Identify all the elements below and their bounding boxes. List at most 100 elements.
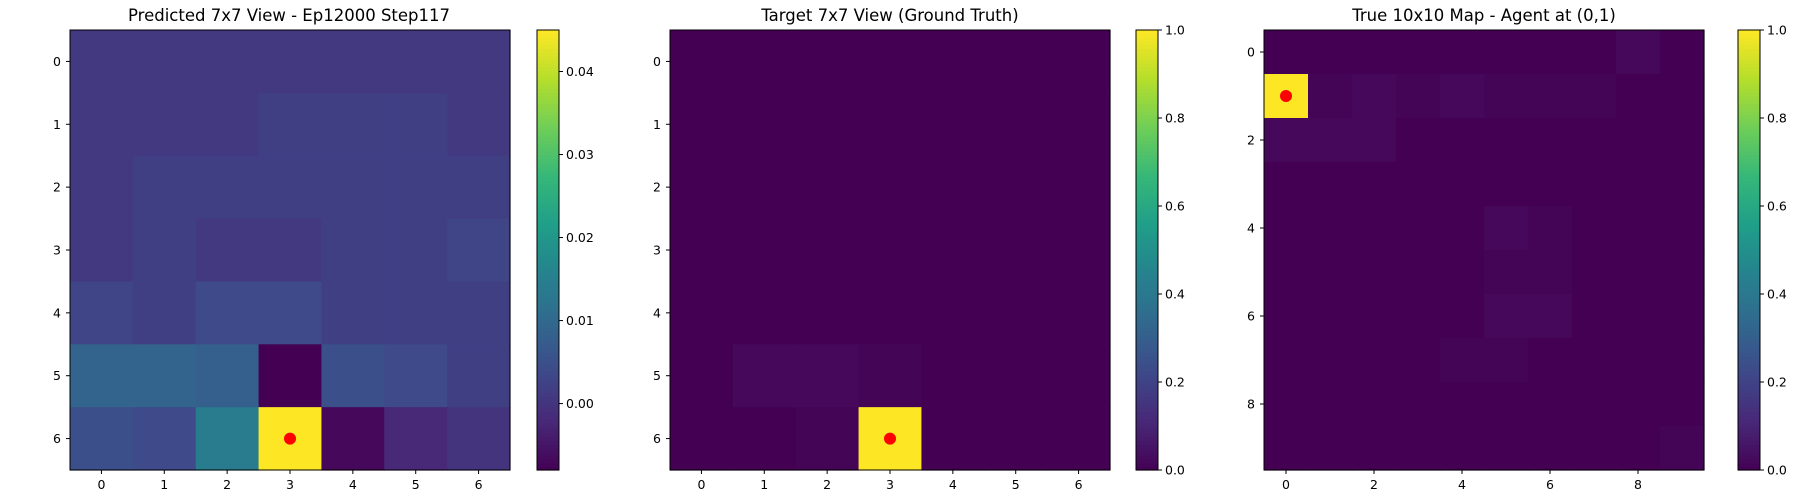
colorbar-band [1136,162,1158,167]
heatmap-cell [795,30,860,94]
heatmap-cell [670,30,734,94]
colorbar-band [1738,327,1760,332]
y-tick-label: 6 [1247,309,1255,324]
colorbar-tick-label: 0.2 [1165,375,1185,390]
heatmap-cell [258,218,323,283]
colorbar-band [537,330,559,335]
heatmap-cell [984,281,1048,345]
colorbar-band [1738,319,1760,324]
colorbar-band [1136,257,1158,262]
colorbar-band [1738,459,1760,464]
heatmap-cell [1528,338,1573,383]
heatmap-cell [258,155,323,220]
heatmap-cell [1528,118,1573,163]
colorbar-band [1136,96,1158,101]
colorbar-band [537,268,559,273]
colorbar-band [1136,437,1158,442]
colorbar-band [1738,422,1760,427]
colorbar-tick-label: 0.2 [1767,375,1787,390]
colorbar-band [1738,308,1760,313]
colorbar: 0.04 0.03 0.02 0.01 0.00 [536,29,594,471]
colorbar-band [1136,169,1158,174]
colorbar-band [1136,231,1158,236]
heatmap-cell [921,92,985,157]
axis-ticks: 0 1 2 3 4 5 6 0 1 2 3 4 5 6 [53,54,483,492]
colorbar-band [1738,444,1760,449]
colorbar-band [1136,92,1158,97]
colorbar-band [1136,429,1158,434]
heatmap-cell [1616,162,1661,207]
heatmap-cell [1047,218,1111,283]
colorbar-band [537,77,559,82]
colorbar-band [537,382,559,387]
colorbar-band [1136,323,1158,328]
heatmap-cell [1264,206,1309,251]
heatmap-cell [1440,118,1485,163]
heatmap-cell [1396,338,1441,383]
colorbar-band [537,422,559,427]
colorbar-band [1738,433,1760,438]
colorbar-band [1738,404,1760,409]
colorbar-band [537,261,559,266]
heatmap-cell [321,92,385,157]
heatmap-cell [132,218,197,283]
colorbar-band [1738,217,1760,222]
colorbar-band [537,451,559,456]
heatmap-cell [984,344,1048,408]
colorbar-band [537,147,559,152]
colorbar-band [537,356,559,361]
colorbar-band [1136,121,1158,126]
x-tick-label: 5 [1012,477,1020,492]
colorbar-tick-label: 0.6 [1767,199,1787,214]
colorbar-band [1738,33,1760,38]
colorbar-band [1136,224,1158,229]
heatmap-cell [984,407,1048,471]
heatmap-cell [1572,74,1617,119]
colorbar-band [1136,378,1158,383]
colorbar-band [537,466,559,471]
heatmap-cell [321,218,385,283]
heatmap-cell [195,407,260,471]
colorbar-band [1738,118,1760,123]
heatmap-cell [921,281,985,345]
colorbar-band [1738,415,1760,420]
heatmap-cell [1660,30,1705,75]
heatmap-cell [1352,338,1397,383]
colorbar-band [1738,451,1760,456]
colorbar-band [1136,283,1158,288]
colorbar-band [1738,209,1760,214]
colorbar-band [537,385,559,390]
colorbar-band [537,151,559,156]
colorbar-band [1136,99,1158,104]
colorbar-band [1136,279,1158,284]
colorbar-band [1136,451,1158,456]
heatmap-cell [1572,294,1617,339]
colorbar-band [1136,345,1158,350]
heatmap-cell [258,30,323,94]
heatmap-cell [70,344,134,408]
colorbar-band [1738,162,1760,167]
colorbar-band [1738,268,1760,273]
heatmap-cell [732,344,797,408]
heatmap-cell [732,30,797,94]
colorbar-band [537,319,559,324]
colorbar-band [1738,345,1760,350]
heatmap-cell [921,407,985,471]
colorbar-band [537,59,559,64]
heatmap-cell [132,92,197,157]
colorbar-tick-label: 0.03 [566,147,594,162]
colorbar-band [1136,407,1158,412]
panel-target-view: Target 7x7 View (Ground Truth) 0 1 2 3 4 5 6 0 1… [653,6,1185,492]
colorbar-band [1136,374,1158,379]
heatmap-cell [1352,118,1397,163]
heatmap-cell [1572,426,1617,471]
colorbar-band [1738,305,1760,310]
colorbar-band [1136,136,1158,141]
colorbar-band [1738,279,1760,284]
heatmap-cell [858,344,923,408]
colorbar-band [1136,246,1158,251]
colorbar-band [537,169,559,174]
colorbar-band [537,74,559,79]
y-tick-label: 6 [653,431,661,446]
heatmap-cell [132,30,197,94]
